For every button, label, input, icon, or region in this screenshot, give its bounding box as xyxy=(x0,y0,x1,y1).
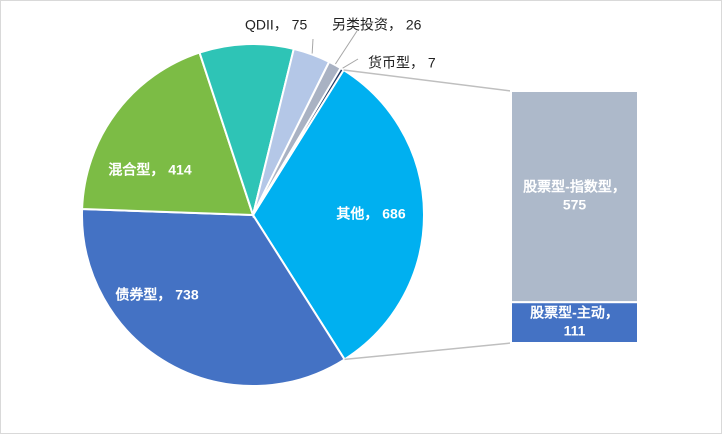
bar-label-股票型-指数型: 股票型-指数型， xyxy=(523,178,626,194)
pie xyxy=(81,43,426,387)
connector-line-top xyxy=(343,69,512,92)
data-label-其他: 其他， 686 xyxy=(336,206,405,222)
leader-line-货币型 xyxy=(342,58,359,69)
leader-line-另类投资 xyxy=(334,30,358,65)
pie-slice-其他 xyxy=(251,68,426,361)
leader-line-qdii xyxy=(311,38,314,54)
pie-slice-债券型 xyxy=(81,207,346,387)
connector-line-bottom xyxy=(344,342,512,361)
data-labels: 其他， 686 债券型， 738 混合型， 414 QDII， 75 另类投资， 26 货… xyxy=(108,17,625,339)
pie-slice-混合型 xyxy=(81,51,255,217)
data-label-货币型: 货币型， 7 xyxy=(368,55,436,71)
connector-lines xyxy=(343,69,512,361)
data-label-另类投资: 另类投资， 26 xyxy=(332,17,422,33)
data-label-qdii: QDII， 75 xyxy=(245,17,307,33)
bar-value-股票型-主动: 111 xyxy=(564,322,586,338)
data-label-混合型: 混合型， 414 xyxy=(108,162,191,178)
leader-lines xyxy=(311,30,359,69)
data-label-债券型: 债券型， 738 xyxy=(115,287,198,303)
pie-slice-货币型 xyxy=(252,66,345,216)
pie-slice-unlabeled-3 xyxy=(198,43,295,219)
bar-segment-股票型-主动 xyxy=(510,301,639,344)
bar-segment-股票型-指数型 xyxy=(510,90,639,304)
breakdown-bar xyxy=(510,90,639,344)
bar-label-股票型-主动: 股票型-主动， xyxy=(530,304,619,320)
bar-value-股票型-指数型: 575 xyxy=(563,196,587,212)
